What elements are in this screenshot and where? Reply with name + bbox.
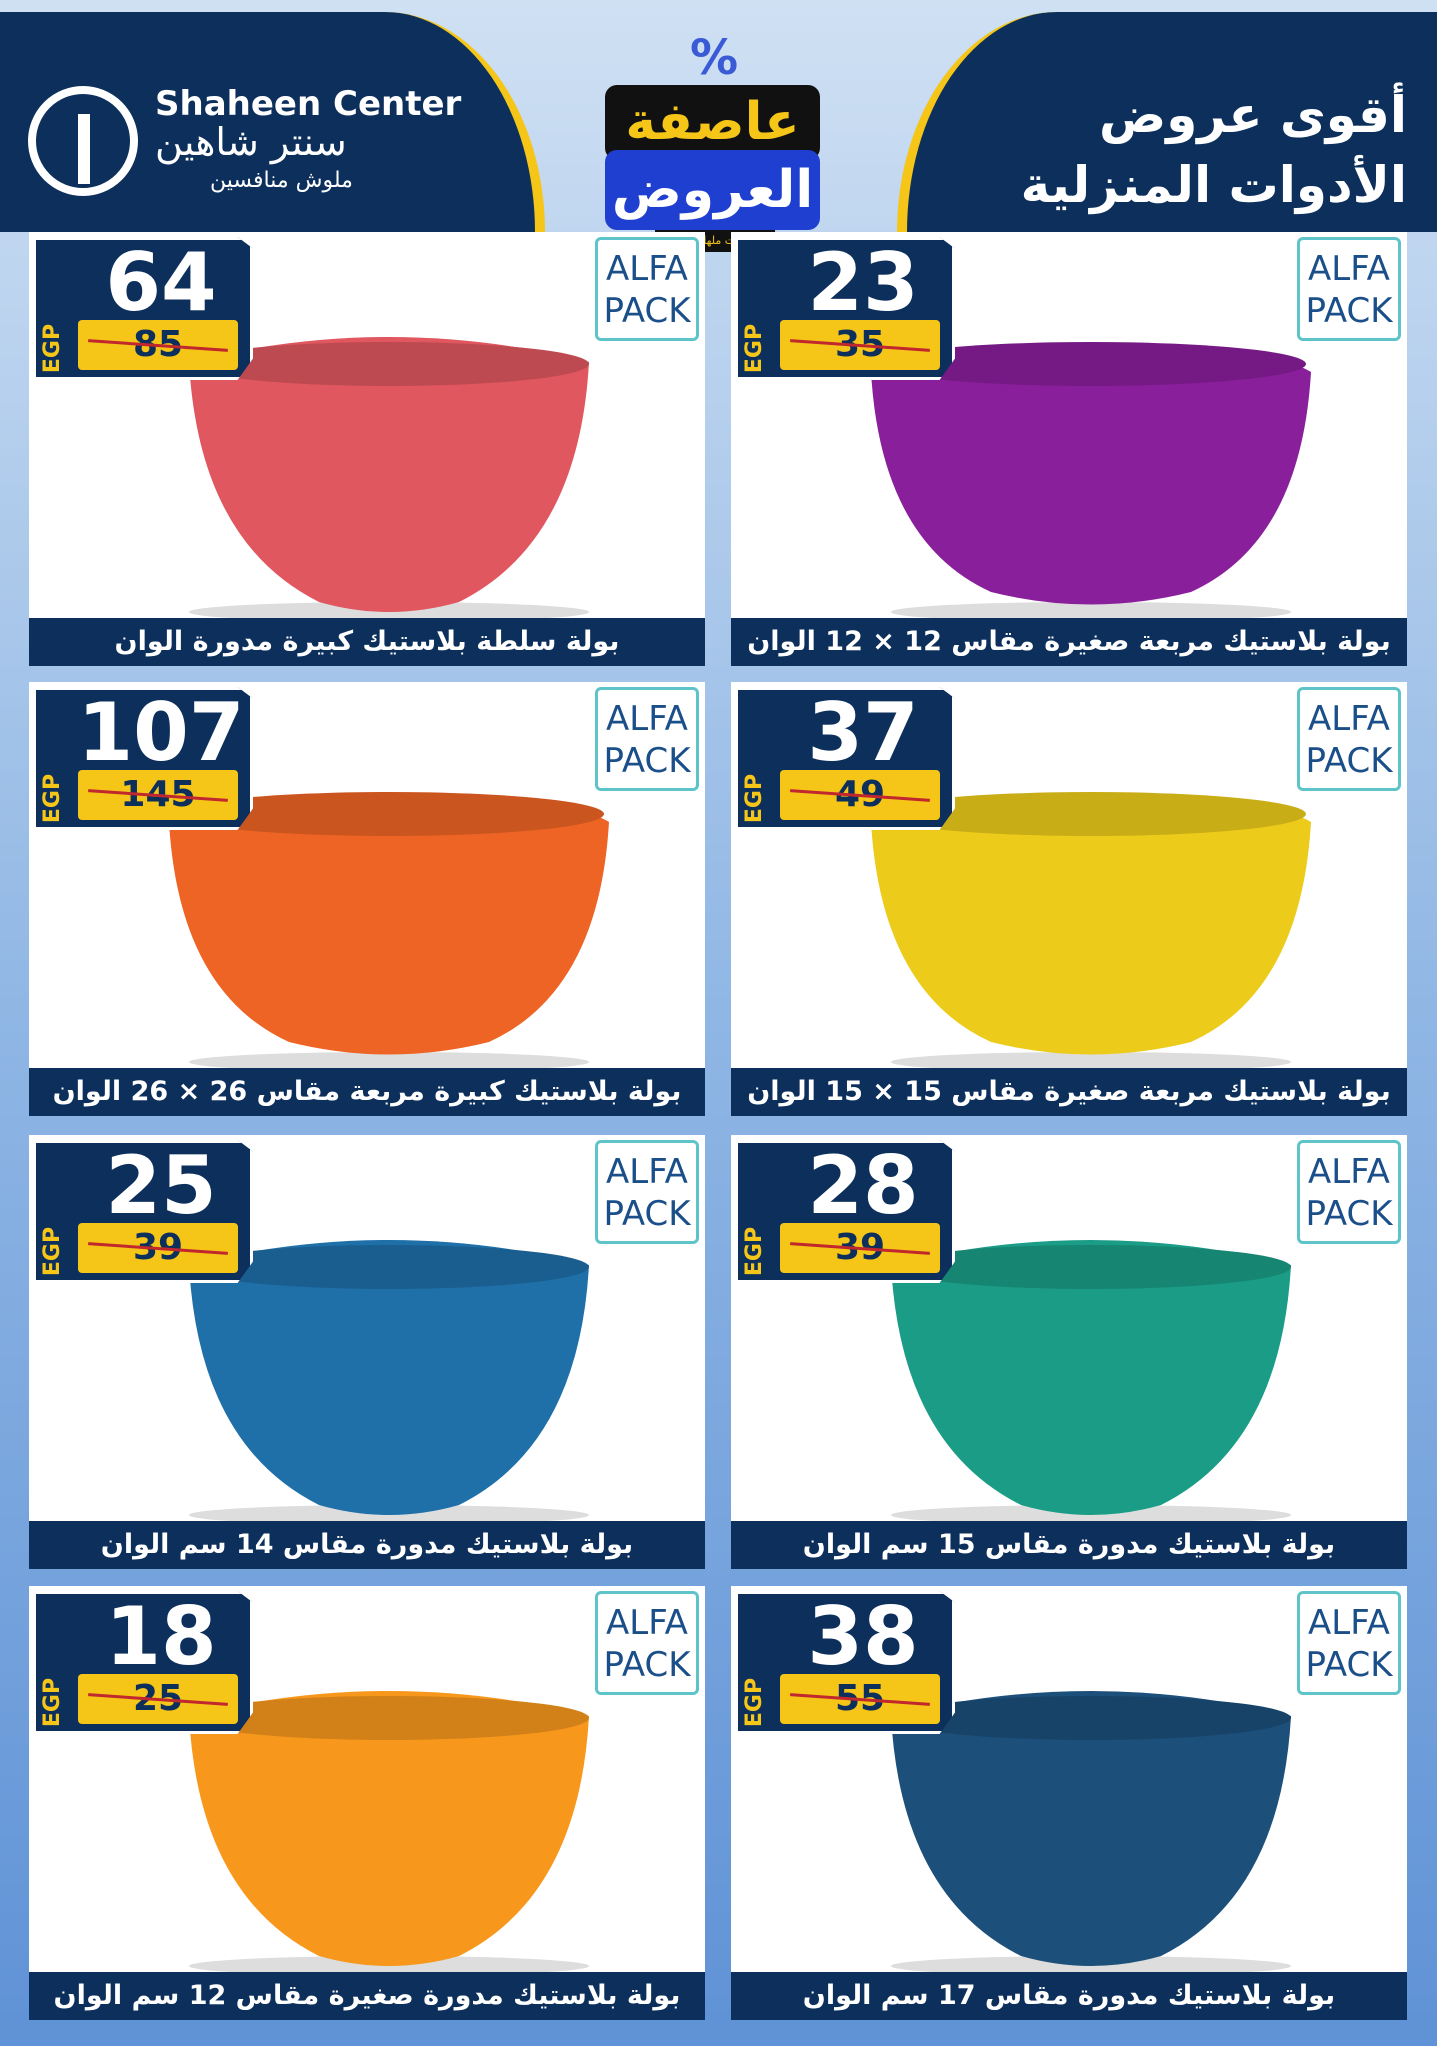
brand-logo-line2: PACK — [603, 1645, 691, 1685]
product-name: بولة بلاستيك مربعة صغيرة مقاس 15 × 15 ال… — [731, 1068, 1407, 1116]
product-name: بولة بلاستيك مربعة صغيرة مقاس 12 × 12 ال… — [731, 618, 1407, 666]
product-name: بولة بلاستيك مدورة مقاس 14 سم الوان — [29, 1521, 705, 1569]
currency-label: EGP — [40, 323, 66, 374]
headline-line1: أقوى عروض — [1098, 86, 1407, 144]
brand-tagline: ملوش منافسين — [210, 168, 353, 193]
sale-price: 28 — [807, 1139, 919, 1232]
brand-logo-line2: PACK — [603, 291, 691, 331]
product-card[interactable]: EGP 25 39 ALFA PACK بولة بلاستيك مدورة مق… — [29, 1135, 705, 1569]
price-badge: EGP 28 39 — [735, 1140, 955, 1283]
sale-price: 107 — [77, 686, 245, 779]
percent-icon: % — [690, 30, 739, 86]
shaheen-logo-icon — [28, 86, 138, 196]
product-card[interactable]: EGP 37 49 ALFA PACK بولة بلاستيك مربعة صغ… — [731, 682, 1407, 1116]
alfa-pack-logo: ALFA PACK — [595, 1591, 699, 1695]
old-price: 25 — [78, 1674, 238, 1724]
price-badge: EGP 18 25 — [33, 1591, 253, 1734]
sale-price: 23 — [807, 236, 919, 329]
product-name: بولة بلاستيك مدورة صغيرة مقاس 12 سم الوا… — [29, 1972, 705, 2020]
brand-logo-line1: ALFA — [606, 249, 688, 289]
alfa-pack-logo: ALFA PACK — [595, 237, 699, 341]
brand-logo-line2: PACK — [603, 741, 691, 781]
price-badge: EGP 64 85 — [33, 237, 253, 380]
price-badge: EGP 37 49 — [735, 687, 955, 830]
headline-panel: أقوى عروض الأدوات المنزلية — [897, 12, 1437, 232]
price-badge: EGP 38 55 — [735, 1591, 955, 1734]
product-name: بولة بلاستيك مدورة مقاس 17 سم الوان — [731, 1972, 1407, 2020]
currency-label: EGP — [742, 1677, 768, 1728]
alfa-pack-logo: ALFA PACK — [595, 687, 699, 791]
brand-logo-line1: ALFA — [1308, 249, 1390, 289]
product-card[interactable]: EGP 18 25 ALFA PACK بولة بلاستيك مدورة صغ… — [29, 1586, 705, 2020]
sale-price: 18 — [105, 1590, 217, 1683]
brand-logo-line1: ALFA — [606, 1152, 688, 1192]
alfa-pack-logo: ALFA PACK — [595, 1140, 699, 1244]
brand-logo-line2: PACK — [1305, 741, 1393, 781]
old-price: 145 — [78, 770, 238, 820]
currency-label: EGP — [742, 1226, 768, 1277]
brand-logo-line2: PACK — [1305, 291, 1393, 331]
product-name: بولة بلاستيك كبيرة مربعة مقاس 26 × 26 ال… — [29, 1068, 705, 1116]
brand-logo-line2: PACK — [1305, 1194, 1393, 1234]
sale-price: 38 — [807, 1590, 919, 1683]
alfa-pack-logo: ALFA PACK — [1297, 1591, 1401, 1695]
price-badge: EGP 25 39 — [33, 1140, 253, 1283]
campaign-line2: العروض — [605, 150, 820, 230]
old-price: 39 — [78, 1223, 238, 1273]
alfa-pack-logo: ALFA PACK — [1297, 1140, 1401, 1244]
bowl-image — [891, 1240, 1291, 1525]
campaign-logo: % عاصفة العروض خصومات ملهاش حدود — [560, 30, 880, 252]
brand-name-en: Shaheen Center — [155, 84, 462, 124]
sale-price: 37 — [807, 686, 919, 779]
bowl-image — [891, 1691, 1291, 1976]
brand-logo-line1: ALFA — [1308, 1152, 1390, 1192]
headline-line2: الأدوات المنزلية — [1020, 156, 1407, 214]
brand-name-ar: سنتر شاهين — [155, 120, 347, 164]
currency-label: EGP — [40, 1226, 66, 1277]
currency-label: EGP — [40, 1677, 66, 1728]
brand-logo-line2: PACK — [603, 1194, 691, 1234]
bowl-image — [189, 1691, 589, 1976]
brand-logo-line1: ALFA — [606, 699, 688, 739]
bowl-image — [871, 792, 1311, 1072]
header: Shaheen Center سنتر شاهين ملوش منافسين %… — [0, 0, 1437, 252]
alfa-pack-logo: ALFA PACK — [1297, 687, 1401, 791]
product-name: بولة سلطة بلاستيك كبيرة مدورة الوان — [29, 618, 705, 666]
old-price: 55 — [780, 1674, 940, 1724]
currency-label: EGP — [742, 773, 768, 824]
brand-logo-line2: PACK — [1305, 1645, 1393, 1685]
brand-logo-line1: ALFA — [1308, 1603, 1390, 1643]
sale-price: 25 — [105, 1139, 217, 1232]
old-price: 85 — [78, 320, 238, 370]
product-card[interactable]: EGP 28 39 ALFA PACK بولة بلاستيك مدورة مق… — [731, 1135, 1407, 1569]
price-badge: EGP 23 35 — [735, 237, 955, 380]
bowl-image — [871, 342, 1311, 622]
alfa-pack-logo: ALFA PACK — [1297, 237, 1401, 341]
old-price: 39 — [780, 1223, 940, 1273]
product-card[interactable]: EGP 38 55 ALFA PACK بولة بلاستيك مدورة مق… — [731, 1586, 1407, 2020]
old-price: 35 — [780, 320, 940, 370]
bowl-image — [189, 337, 589, 622]
headline: أقوى عروض الأدوات المنزلية — [1021, 80, 1407, 220]
brand-logo-line1: ALFA — [1308, 699, 1390, 739]
product-card[interactable]: EGP 107 145 ALFA PACK بولة بلاستيك كبيرة … — [29, 682, 705, 1116]
price-badge: EGP 107 145 — [33, 687, 253, 830]
currency-label: EGP — [742, 323, 768, 374]
product-card[interactable]: EGP 64 85 ALFA PACK بولة سلطة بلاستيك كبي… — [29, 232, 705, 666]
currency-label: EGP — [40, 773, 66, 824]
brand-logo-line1: ALFA — [606, 1603, 688, 1643]
sale-price: 64 — [105, 236, 217, 329]
old-price: 49 — [780, 770, 940, 820]
product-name: بولة بلاستيك مدورة مقاس 15 سم الوان — [731, 1521, 1407, 1569]
bowl-image — [189, 1240, 589, 1525]
brand-panel: Shaheen Center سنتر شاهين ملوش منافسين — [0, 12, 545, 232]
product-card[interactable]: EGP 23 35 ALFA PACK بولة بلاستيك مربعة صغ… — [731, 232, 1407, 666]
campaign-line1: عاصفة — [605, 85, 820, 160]
bowl-image — [169, 792, 609, 1072]
